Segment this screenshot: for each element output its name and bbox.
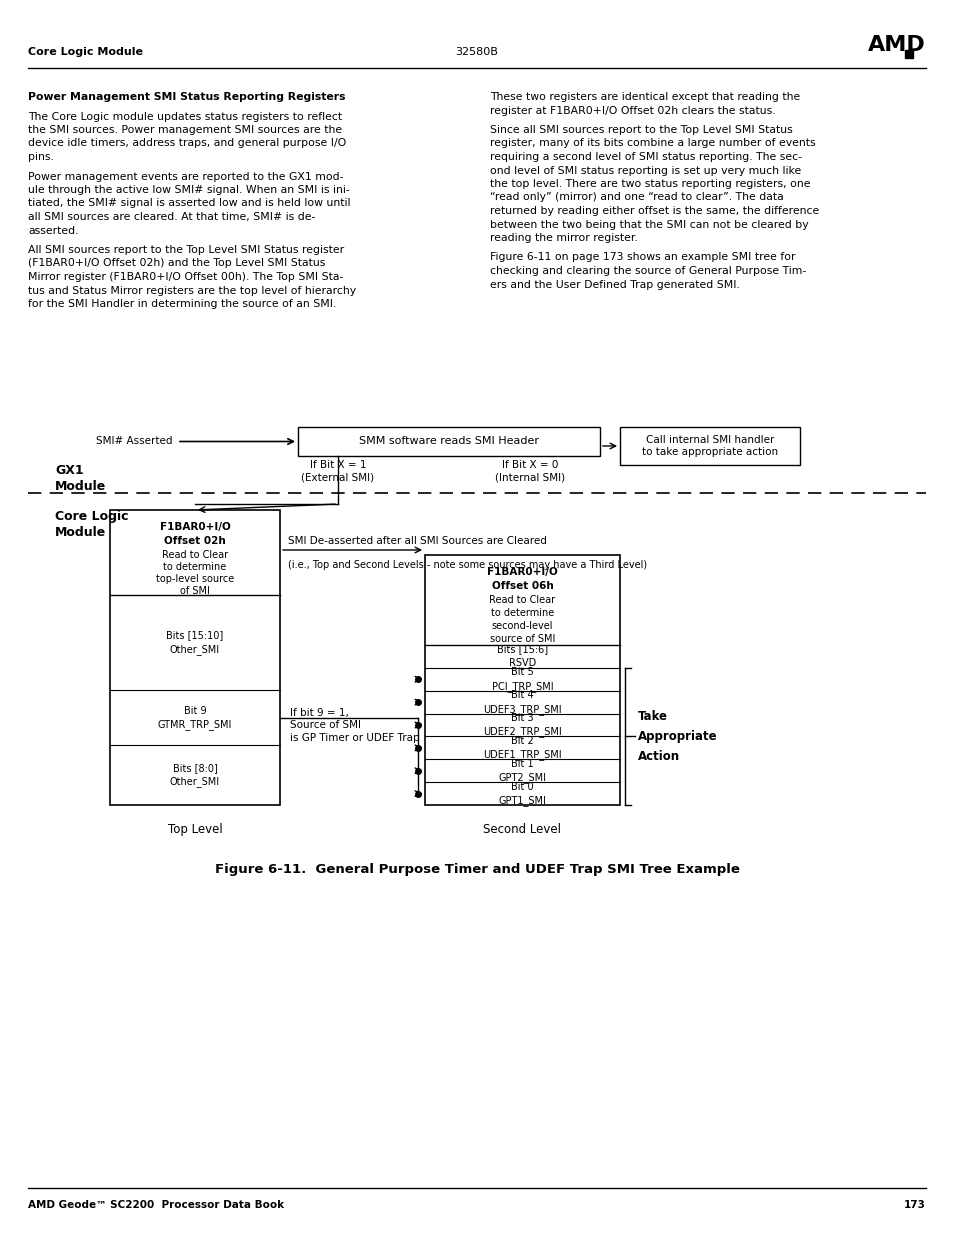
Text: tiated, the SMI# signal is asserted low and is held low until: tiated, the SMI# signal is asserted low … [28, 199, 350, 209]
Text: between the two being that the SMI can not be cleared by: between the two being that the SMI can n… [490, 220, 808, 230]
Text: These two registers are identical except that reading the: These two registers are identical except… [490, 91, 800, 103]
Text: Offset 02h: Offset 02h [164, 536, 226, 546]
Text: GX1
Module: GX1 Module [55, 464, 106, 493]
Text: RSVD: RSVD [508, 658, 536, 668]
Text: Offset 06h: Offset 06h [491, 580, 553, 592]
Text: Bit 9: Bit 9 [184, 705, 206, 715]
Text: Bit 4: Bit 4 [511, 690, 534, 700]
Text: of SMI: of SMI [180, 585, 210, 597]
Text: Bit 1: Bit 1 [511, 758, 534, 768]
Text: ond level of SMI status reporting is set up very much like: ond level of SMI status reporting is set… [490, 165, 801, 175]
Bar [297, 427, 599, 456]
Text: All SMI sources report to the Top Level SMI Status register: All SMI sources report to the Top Level … [28, 245, 344, 254]
Text: Bits [15:10]: Bits [15:10] [166, 631, 223, 641]
Text: Bit 0: Bit 0 [511, 782, 534, 792]
Text: Action: Action [638, 750, 679, 763]
Text: Figure 6-11 on page 173 shows an example SMI tree for: Figure 6-11 on page 173 shows an example… [490, 252, 795, 263]
Text: Mirror register (F1BAR0+I/O Offset 00h). The Top SMI Sta-: Mirror register (F1BAR0+I/O Offset 00h).… [28, 272, 343, 282]
Text: GPT2_SMI: GPT2_SMI [498, 772, 546, 783]
Text: to take appropriate action: to take appropriate action [641, 447, 778, 457]
Text: GTMR_TRP_SMI: GTMR_TRP_SMI [157, 719, 232, 730]
Bar [904, 49, 912, 58]
Text: Second Level: Second Level [483, 823, 561, 836]
Text: to determine: to determine [491, 608, 554, 618]
Text: Core Logic
Module: Core Logic Module [55, 510, 129, 538]
Text: Top Level: Top Level [168, 823, 222, 836]
Text: Power management events are reported to the GX1 mod-: Power management events are reported to … [28, 172, 343, 182]
Text: If Bit X = 0: If Bit X = 0 [501, 459, 558, 471]
Text: requiring a second level of SMI status reporting. The sec-: requiring a second level of SMI status r… [490, 152, 801, 162]
Text: PCI_TRP_SMI: PCI_TRP_SMI [491, 680, 553, 692]
Text: Read to Clear: Read to Clear [162, 550, 228, 559]
Bar [110, 510, 280, 805]
Text: ule through the active low SMI# signal. When an SMI is ini-: ule through the active low SMI# signal. … [28, 185, 350, 195]
Text: reading the mirror register.: reading the mirror register. [490, 233, 638, 243]
Text: SMI De-asserted after all SMI Sources are Cleared: SMI De-asserted after all SMI Sources ar… [288, 536, 546, 546]
Text: SMI# Asserted: SMI# Asserted [96, 436, 172, 447]
Text: checking and clearing the source of General Purpose Tim-: checking and clearing the source of Gene… [490, 266, 805, 275]
Text: Bit 3: Bit 3 [511, 713, 534, 722]
Text: UDEF3_TRP_SMI: UDEF3_TRP_SMI [482, 704, 561, 715]
Text: Call internal SMI handler: Call internal SMI handler [645, 435, 774, 445]
Text: the SMI sources. Power management SMI sources are the: the SMI sources. Power management SMI so… [28, 125, 342, 135]
Text: to determine: to determine [163, 562, 227, 572]
Text: 32580B: 32580B [456, 47, 497, 57]
Text: (F1BAR0+I/O Offset 02h) and the Top Level SMI Status: (F1BAR0+I/O Offset 02h) and the Top Leve… [28, 258, 325, 268]
Text: for the SMI Handler in determining the source of an SMI.: for the SMI Handler in determining the s… [28, 299, 336, 309]
Text: UDEF1_TRP_SMI: UDEF1_TRP_SMI [482, 750, 561, 761]
Text: all SMI sources are cleared. At that time, SMI# is de-: all SMI sources are cleared. At that tim… [28, 212, 315, 222]
Text: the top level. There are two status reporting registers, one: the top level. There are two status repo… [490, 179, 810, 189]
Text: AMD: AMD [867, 35, 925, 56]
Text: Power Management SMI Status Reporting Registers: Power Management SMI Status Reporting Re… [28, 91, 345, 103]
Text: Core Logic Module: Core Logic Module [28, 47, 143, 57]
Bar [424, 555, 619, 805]
Text: F1BAR0+I/O: F1BAR0+I/O [487, 567, 558, 577]
Text: 173: 173 [903, 1200, 925, 1210]
Text: returned by reading either offset is the same, the difference: returned by reading either offset is the… [490, 206, 819, 216]
Text: Appropriate: Appropriate [638, 730, 717, 743]
Text: source of SMI: source of SMI [489, 634, 555, 643]
Text: If Bit X = 1: If Bit X = 1 [310, 459, 366, 471]
Text: Bit 5: Bit 5 [511, 667, 534, 677]
Text: If bit 9 = 1,: If bit 9 = 1, [290, 708, 349, 718]
Text: Bits [15:6]: Bits [15:6] [497, 645, 547, 655]
Text: is GP Timer or UDEF Trap: is GP Timer or UDEF Trap [290, 734, 419, 743]
Text: Bit 2: Bit 2 [511, 736, 534, 746]
Text: AMD Geode™ SC2200  Processor Data Book: AMD Geode™ SC2200 Processor Data Book [28, 1200, 284, 1210]
Text: “read only” (mirror) and one “read to clear”. The data: “read only” (mirror) and one “read to cl… [490, 193, 783, 203]
Text: (i.e., Top and Second Levels - note some sources may have a Third Level): (i.e., Top and Second Levels - note some… [288, 559, 646, 571]
Text: second-level: second-level [491, 621, 553, 631]
Text: register at F1BAR0+I/O Offset 02h clears the status.: register at F1BAR0+I/O Offset 02h clears… [490, 105, 775, 116]
Text: (External SMI): (External SMI) [301, 473, 375, 483]
Text: top-level source: top-level source [155, 574, 233, 584]
Text: Bits [8:0]: Bits [8:0] [172, 763, 217, 773]
Text: Other_SMI: Other_SMI [170, 777, 220, 788]
Text: GPT1_SMI: GPT1_SMI [498, 795, 546, 806]
Text: SMM software reads SMI Header: SMM software reads SMI Header [358, 436, 538, 447]
Text: register, many of its bits combine a large number of events: register, many of its bits combine a lar… [490, 138, 815, 148]
Text: UDEF2_TRP_SMI: UDEF2_TRP_SMI [482, 726, 561, 737]
Text: F1BAR0+I/O: F1BAR0+I/O [159, 522, 230, 532]
Text: ers and the User Defined Trap generated SMI.: ers and the User Defined Trap generated … [490, 279, 740, 289]
Text: asserted.: asserted. [28, 226, 78, 236]
Bar [619, 427, 800, 466]
Text: pins.: pins. [28, 152, 53, 162]
Text: Source of SMI: Source of SMI [290, 720, 360, 730]
Text: device idle timers, address traps, and general purpose I/O: device idle timers, address traps, and g… [28, 138, 346, 148]
Text: Since all SMI sources report to the Top Level SMI Status: Since all SMI sources report to the Top … [490, 125, 792, 135]
Text: tus and Status Mirror registers are the top level of hierarchy: tus and Status Mirror registers are the … [28, 285, 355, 295]
Text: Other_SMI: Other_SMI [170, 643, 220, 655]
Text: Figure 6-11.  General Purpose Timer and UDEF Trap SMI Tree Example: Figure 6-11. General Purpose Timer and U… [214, 863, 739, 877]
Text: Read to Clear: Read to Clear [489, 595, 555, 605]
Text: Take: Take [638, 710, 667, 722]
Text: The Core Logic module updates status registers to reflect: The Core Logic module updates status reg… [28, 111, 342, 121]
Text: (Internal SMI): (Internal SMI) [495, 473, 564, 483]
